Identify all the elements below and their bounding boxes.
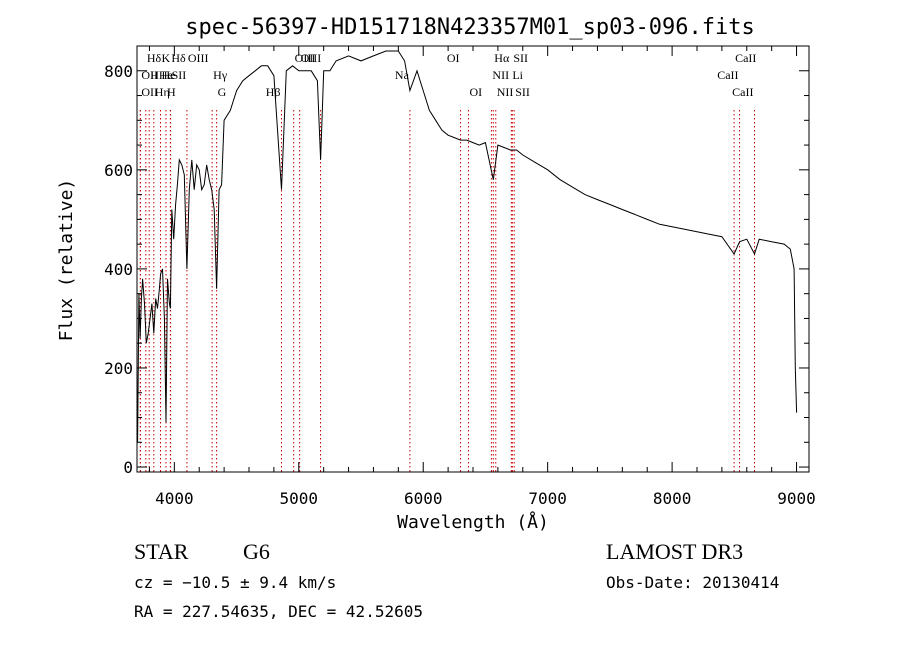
x-tick-label: 7000 xyxy=(528,489,567,508)
spectral-line-label: Hδ xyxy=(147,51,162,65)
spectral-line-label: Hβ xyxy=(266,85,281,99)
spectral-line-label: SII xyxy=(515,85,530,99)
spectral-line-label: H xyxy=(167,85,176,99)
x-tick-label: 8000 xyxy=(653,489,692,508)
spectral-line-label: OI xyxy=(470,85,483,99)
y-tick-label: 800 xyxy=(104,62,133,81)
x-tick-label: 4000 xyxy=(155,489,194,508)
x-tick-label: 5000 xyxy=(280,489,319,508)
spectral-line-label: CaII xyxy=(735,51,756,65)
spectral-line-label: Hα xyxy=(494,51,510,65)
spectral-line-label: G xyxy=(218,85,227,99)
axis-layer: 4000 5000 6000 7000 8000 9000 0 200 400 600 800 xyxy=(104,46,816,508)
survey-name: LAMOST DR3 xyxy=(606,539,744,564)
y-tick-label: 0 xyxy=(123,458,133,477)
series-layer xyxy=(137,50,798,443)
x-tick-label: 6000 xyxy=(404,489,443,508)
y-tick-label: 600 xyxy=(104,161,133,180)
observation-date: Obs-Date: 20130414 xyxy=(606,573,780,592)
spectral-line-label: He xyxy=(162,68,176,82)
spectral-line-label: Li xyxy=(512,68,523,82)
spectral-line-label: OI xyxy=(447,51,460,65)
spectral-line-label: SII xyxy=(172,68,187,82)
object-class: STAR xyxy=(134,539,189,564)
spectral-line-label: Hγ xyxy=(213,68,228,82)
y-axis-label: Flux (relative) xyxy=(56,179,77,342)
spectral-line-label: Hη xyxy=(155,85,170,99)
spectral-line-label: CaII xyxy=(732,85,753,99)
chart-title: spec-56397-HD151718N423357M01_sp03-096.f… xyxy=(185,15,755,40)
y-tick-label: 400 xyxy=(104,260,133,279)
spectral-line-label: CaII xyxy=(717,68,738,82)
object-subclass: G6 xyxy=(243,539,270,564)
redshift-info: cz = −10.5 ± 9.4 km/s xyxy=(134,573,337,592)
x-axis-label: Wavelength (Å) xyxy=(397,511,549,533)
spectral-line-label: K xyxy=(162,51,171,65)
spectral-line-label: HHe xyxy=(150,68,173,82)
x-tick-label: 9000 xyxy=(777,489,816,508)
plot-frame xyxy=(136,45,810,473)
spectral-line-label: OIII xyxy=(188,51,209,65)
spectral-line-label: Na xyxy=(395,68,410,82)
spectral-line-label: NII xyxy=(497,85,514,99)
y-tick-label: 200 xyxy=(104,359,133,378)
spectrum-line xyxy=(137,50,798,443)
spectral-line-label: SII xyxy=(513,51,528,65)
spectral-line-label: Hδ xyxy=(171,51,186,65)
coordinates-info: RA = 227.54635, DEC = 42.52605 xyxy=(134,602,423,621)
spectral-line-label: OII xyxy=(141,85,158,99)
spectral-line-label: OIII xyxy=(301,51,322,65)
spectral-line-label: OII xyxy=(141,68,158,82)
spectral-line-label: OIII xyxy=(295,51,316,65)
spectral-line-label: NII xyxy=(492,68,509,82)
